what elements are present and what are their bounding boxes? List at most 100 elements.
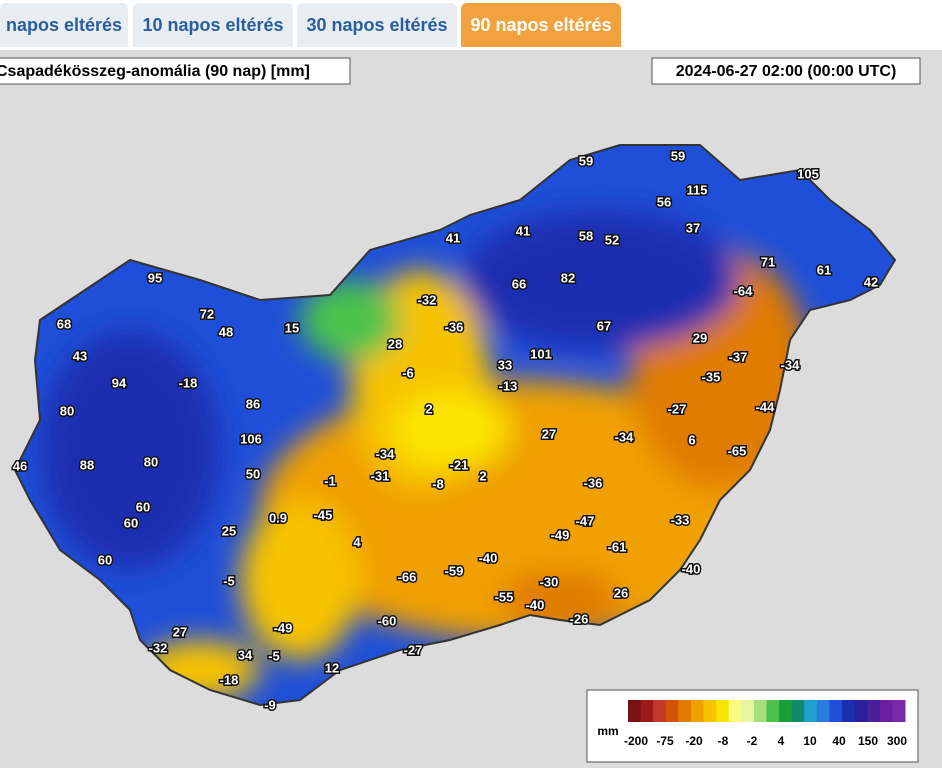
- station-value: 37: [686, 220, 700, 235]
- legend-tick-label: 4: [778, 734, 785, 748]
- title-box: [0, 57, 351, 85]
- tab-bar: napos eltérés 10 napos eltérés 30 napos el…: [0, 0, 942, 48]
- station-value: -40: [526, 597, 545, 612]
- station-value: -8: [432, 476, 444, 491]
- station-value: 59: [579, 153, 593, 168]
- legend-swatch: [892, 700, 906, 722]
- legend-swatch: [816, 700, 830, 722]
- legend-swatch: [779, 700, 793, 722]
- station-value: 15: [285, 320, 299, 335]
- legend-tick-label: 10: [803, 734, 817, 748]
- station-value: 26: [614, 585, 628, 600]
- station-value: -45: [314, 507, 333, 522]
- station-value: 59: [671, 148, 685, 163]
- legend-swatch: [653, 700, 667, 722]
- legend-tick-label: -8: [718, 734, 729, 748]
- station-value: -37: [729, 349, 748, 364]
- legend-tick-label: -75: [656, 734, 674, 748]
- station-value: -60: [378, 613, 397, 628]
- legend-swatch: [690, 700, 705, 722]
- station-value: -44: [756, 399, 776, 414]
- station-value: 27: [542, 426, 556, 441]
- station-value: 6: [688, 432, 695, 447]
- station-value: -59: [445, 563, 464, 578]
- station-value: -34: [781, 357, 801, 372]
- legend-swatch: [665, 700, 679, 722]
- legend-tick-label: 300: [887, 734, 907, 748]
- tab[interactable]: napos eltérés: [0, 3, 128, 47]
- legend-swatch: [640, 700, 654, 722]
- station-value: -32: [418, 292, 437, 307]
- legend-swatch: [879, 700, 893, 722]
- station-value: 41: [446, 230, 460, 245]
- legend-swatch: [753, 700, 767, 722]
- station-value: -40: [479, 550, 498, 565]
- station-value: -27: [404, 642, 423, 657]
- station-value: 82: [561, 270, 575, 285]
- station-value: -34: [615, 429, 635, 444]
- station-value: 80: [60, 403, 74, 418]
- station-value: 58: [579, 228, 593, 243]
- station-value: 60: [98, 552, 112, 567]
- legend-swatch: [829, 700, 843, 722]
- legend-swatch: [741, 700, 755, 722]
- station-value: 50: [246, 466, 260, 481]
- station-value: 94: [112, 375, 127, 390]
- station-value: -34: [376, 446, 396, 461]
- station-value: 4: [353, 534, 361, 549]
- map-title: Csapadékösszeg-anomália (90 nap) [mm]: [0, 63, 310, 80]
- station-value: -32: [149, 640, 168, 655]
- tab[interactable]: 30 napos eltérés: [297, 3, 457, 47]
- legend-swatch: [628, 700, 642, 722]
- station-value: -49: [551, 527, 570, 542]
- station-value: 41: [516, 223, 530, 238]
- station-value: 66: [512, 276, 526, 291]
- legend-swatch: [867, 700, 881, 722]
- station-value: -35: [702, 369, 721, 384]
- station-value: -5: [223, 573, 235, 588]
- legend-tick-label: -2: [747, 734, 758, 748]
- station-value: 56: [657, 194, 671, 209]
- station-value: 12: [325, 660, 339, 675]
- map: Csapadékösszeg-anomália (90 nap) [mm] 20…: [0, 50, 942, 768]
- station-value: 2: [425, 401, 432, 416]
- station-value: -49: [274, 620, 293, 635]
- tab[interactable]: 10 napos eltérés: [133, 3, 293, 47]
- station-value: -36: [445, 319, 464, 334]
- legend-swatch: [804, 700, 818, 722]
- timestamp-box: [651, 57, 921, 85]
- station-value: 46: [13, 458, 27, 473]
- station-value: -5: [268, 648, 280, 663]
- legend-swatch: [766, 700, 780, 722]
- legend-swatch: [842, 700, 856, 722]
- station-value: -64: [734, 283, 754, 298]
- station-value: 60: [124, 515, 138, 530]
- station-value: -9: [264, 697, 276, 712]
- station-value: 106: [240, 431, 262, 446]
- station-value: -40: [682, 561, 701, 576]
- station-value: -18: [220, 672, 239, 687]
- station-value: -65: [728, 443, 747, 458]
- legend-tick-label: -20: [685, 734, 703, 748]
- station-value: 80: [144, 454, 158, 469]
- legend-swatch: [678, 700, 692, 722]
- station-value: 88: [80, 457, 94, 472]
- station-value: -61: [608, 539, 627, 554]
- station-value: -26: [570, 611, 589, 626]
- station-value: 33: [498, 357, 512, 372]
- station-value: -27: [668, 401, 687, 416]
- tab[interactable]: 90 napos eltérés: [461, 3, 621, 47]
- station-value: -31: [371, 468, 390, 483]
- legend-swatch: [716, 700, 730, 722]
- legend-tick-label: 40: [832, 734, 846, 748]
- station-value: 34: [238, 647, 253, 662]
- station-value: 43: [73, 348, 87, 363]
- legend-tick-label: -200: [624, 734, 648, 748]
- station-value: -66: [398, 569, 417, 584]
- legend-swatch: [728, 700, 742, 722]
- station-value: -6: [402, 365, 414, 380]
- station-value: -36: [584, 475, 603, 490]
- station-value: 28: [388, 336, 402, 351]
- station-value: -1: [324, 473, 336, 488]
